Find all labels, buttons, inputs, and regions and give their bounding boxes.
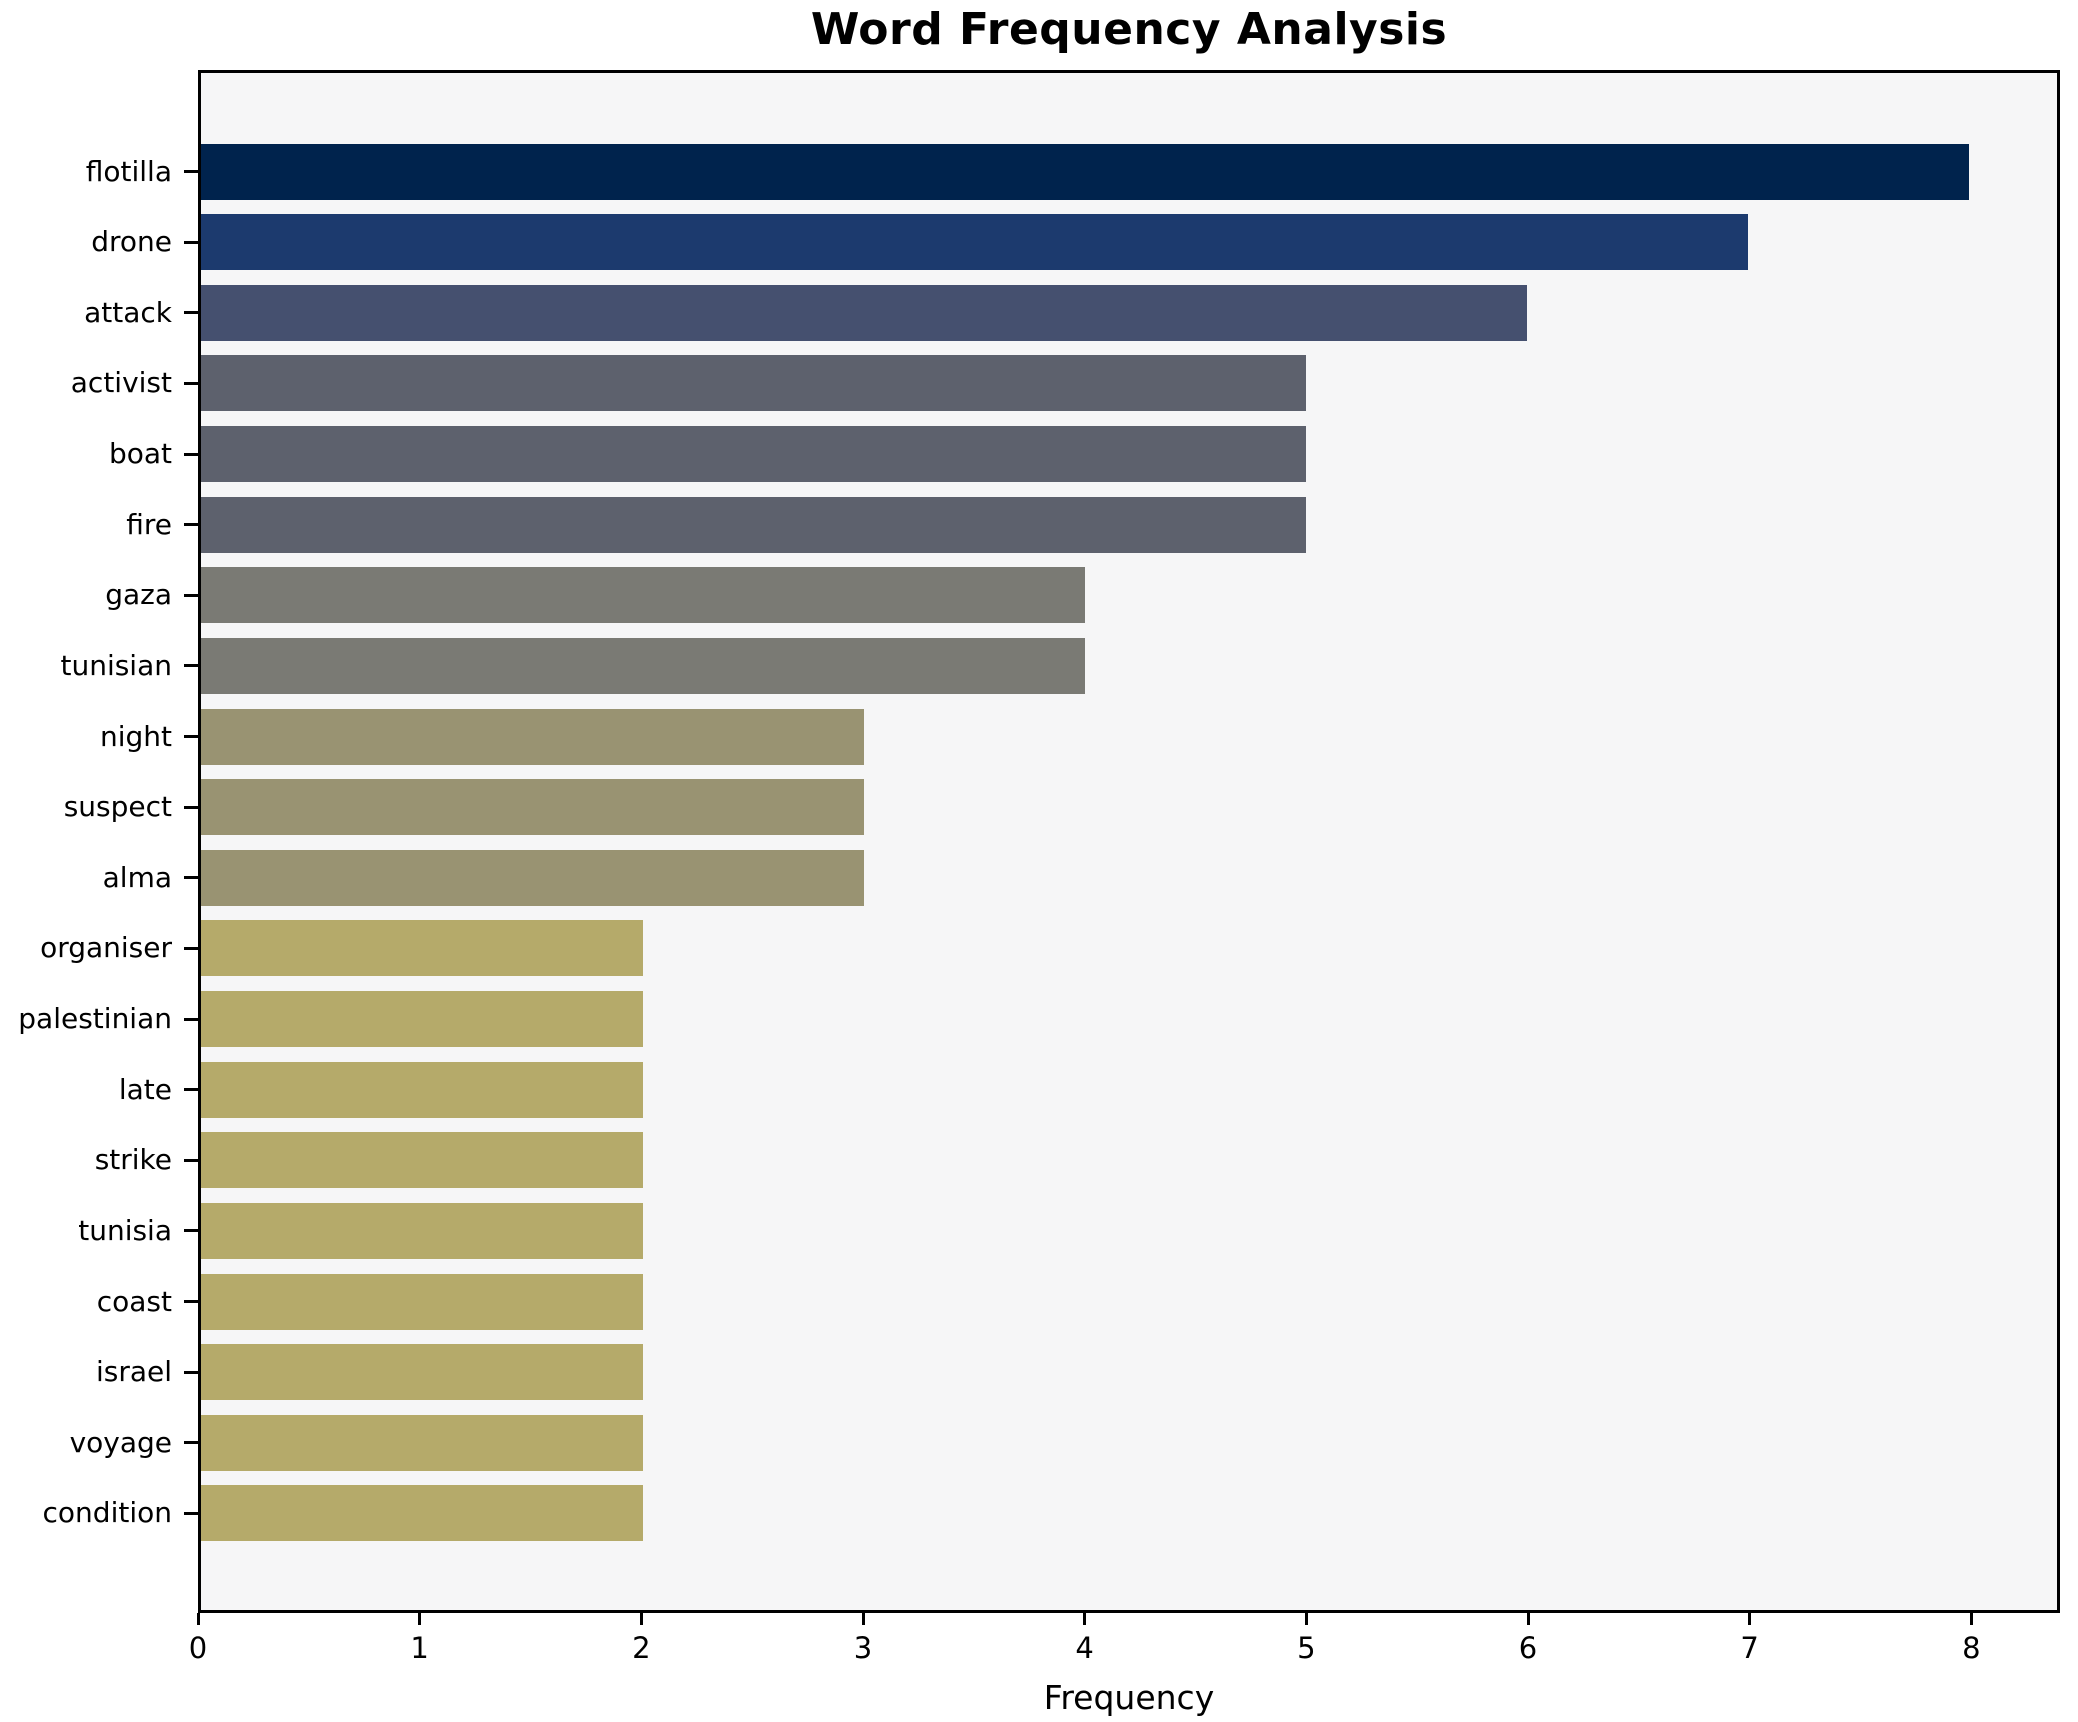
y-tick-label-tunisia: tunisia — [78, 1213, 172, 1247]
bar-tunisia — [201, 1202, 643, 1259]
x-tick-label-7: 7 — [1740, 1631, 1759, 1665]
y-tick-label-israel: israel — [95, 1355, 172, 1389]
y-tick-mark — [184, 1511, 198, 1515]
bar-fire — [201, 496, 1306, 553]
bar-palestinian — [201, 991, 643, 1048]
y-tick-label-alma: alma — [102, 860, 172, 894]
bar-alma — [201, 849, 864, 906]
y-tick-label-tunisian: tunisian — [60, 648, 172, 682]
y-tick-mark — [184, 452, 198, 456]
x-tick-mark — [639, 1613, 643, 1625]
x-tick-label-1: 1 — [410, 1631, 429, 1665]
x-tick-label-8: 8 — [1962, 1631, 1981, 1665]
bar-drone — [201, 214, 1748, 271]
bar-boat — [201, 426, 1306, 483]
bar-suspect — [201, 779, 864, 836]
bar-activist — [201, 355, 1306, 412]
bar-voyage — [201, 1414, 643, 1471]
y-tick-label-attack: attack — [84, 295, 172, 329]
y-tick-mark — [184, 593, 198, 597]
y-tick-label-night: night — [99, 719, 172, 753]
y-tick-label-gaza: gaza — [105, 578, 172, 612]
bar-night — [201, 708, 864, 765]
y-tick-mark — [184, 1370, 198, 1374]
x-tick-mark — [1748, 1613, 1752, 1625]
y-tick-mark — [184, 1088, 198, 1092]
y-tick-mark — [184, 170, 198, 173]
y-tick-label-drone: drone — [91, 225, 172, 259]
bar-tunisian — [201, 637, 1085, 694]
x-tick-label-5: 5 — [1297, 1631, 1316, 1665]
bar-flotilla — [201, 143, 1969, 200]
x-tick-mark — [196, 1613, 200, 1625]
bar-organiser — [201, 920, 643, 977]
plot-area — [198, 70, 2060, 1613]
x-tick-label-4: 4 — [1075, 1631, 1094, 1665]
y-tick-mark — [184, 664, 198, 668]
y-tick-mark — [184, 946, 198, 950]
y-tick-label-fire: fire — [126, 507, 172, 541]
y-tick-label-late: late — [118, 1072, 172, 1106]
bar-coast — [201, 1273, 643, 1330]
x-tick-mark — [861, 1613, 865, 1625]
x-tick-mark — [1304, 1613, 1308, 1625]
y-tick-mark — [184, 381, 198, 385]
chart-title: Word Frequency Analysis — [810, 4, 1448, 55]
x-tick-mark — [1969, 1613, 1973, 1625]
bar-attack — [201, 284, 1527, 341]
y-tick-label-suspect: suspect — [63, 790, 172, 824]
y-tick-label-condition: condition — [42, 1496, 172, 1530]
y-tick-label-flotilla: flotilla — [85, 154, 172, 188]
y-tick-label-strike: strike — [94, 1143, 172, 1177]
x-tick-label-2: 2 — [632, 1631, 651, 1665]
y-tick-mark — [184, 805, 198, 809]
y-tick-label-boat: boat — [108, 437, 172, 471]
x-tick-label-6: 6 — [1518, 1631, 1538, 1665]
y-tick-mark — [184, 1441, 198, 1445]
x-tick-mark — [1083, 1613, 1087, 1625]
y-tick-mark — [184, 1158, 198, 1162]
y-tick-label-activist: activist — [70, 366, 172, 400]
bar-condition — [201, 1485, 643, 1542]
x-tick-mark — [1526, 1613, 1530, 1625]
bar-gaza — [201, 567, 1085, 624]
x-tick-label-0: 0 — [188, 1631, 208, 1665]
bar-late — [201, 1061, 643, 1118]
y-tick-label-palestinian: palestinian — [18, 1002, 172, 1036]
y-tick-mark — [184, 1300, 198, 1304]
y-tick-label-organiser: organiser — [40, 931, 172, 965]
bar-strike — [201, 1132, 643, 1189]
y-tick-mark — [184, 523, 198, 527]
x-tick-mark — [418, 1613, 422, 1625]
y-tick-mark — [184, 876, 198, 880]
y-tick-mark — [184, 1017, 198, 1021]
y-tick-mark — [184, 311, 198, 315]
y-tick-label-coast: coast — [96, 1284, 172, 1318]
x-axis-label: Frequency — [1043, 1678, 1215, 1717]
bar-israel — [201, 1344, 643, 1401]
y-tick-mark — [184, 735, 198, 739]
y-tick-label-voyage: voyage — [69, 1425, 172, 1459]
y-tick-mark — [184, 240, 198, 244]
x-tick-label-3: 3 — [853, 1631, 873, 1665]
y-tick-mark — [184, 1229, 198, 1233]
